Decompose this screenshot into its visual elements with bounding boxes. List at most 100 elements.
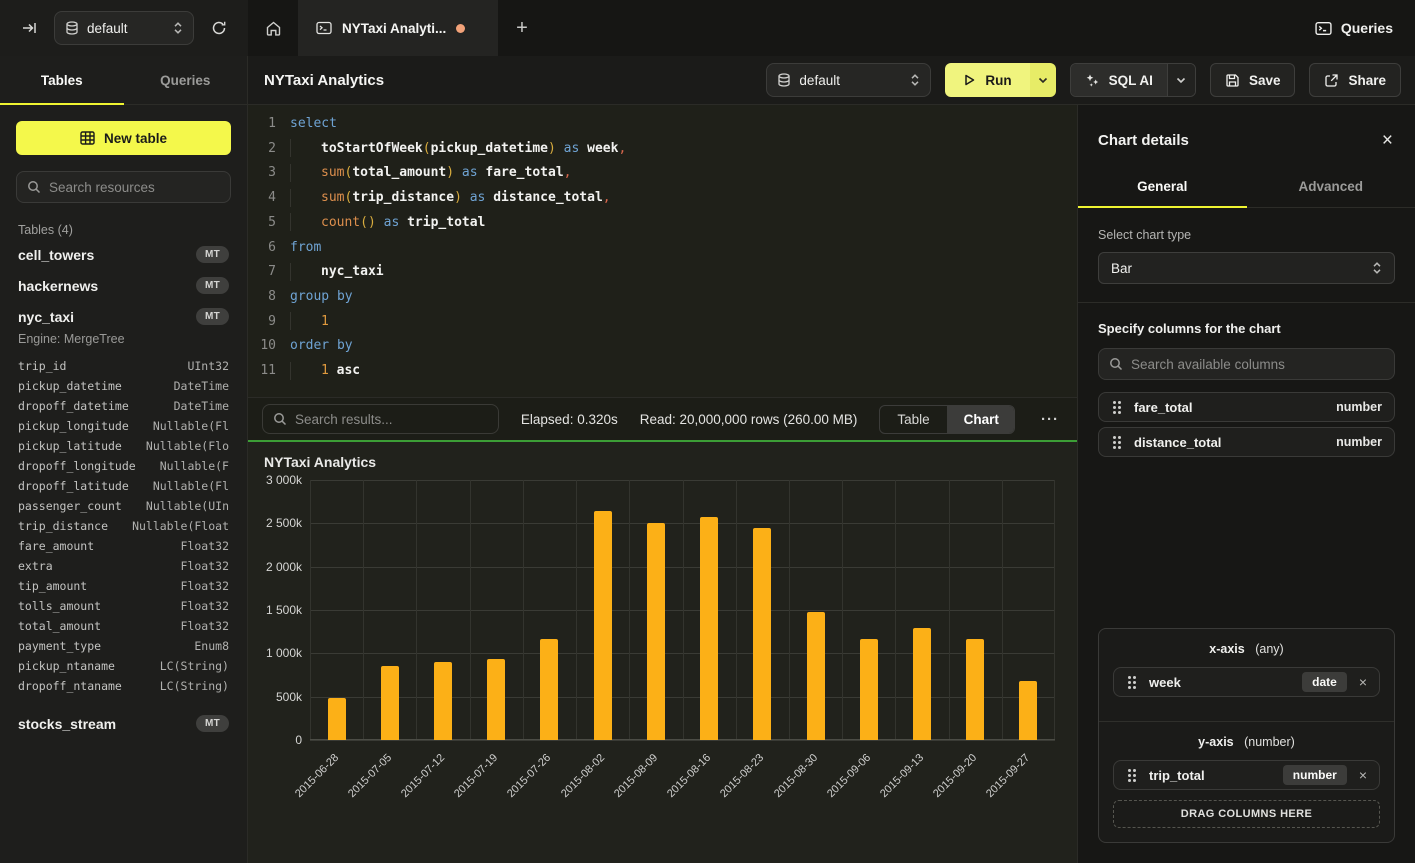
available-column-fare-total[interactable]: fare_total number (1098, 392, 1395, 422)
table-column-row[interactable]: dropoff_longitudeNullable(F (18, 456, 229, 476)
drag-handle-icon[interactable] (1113, 436, 1116, 439)
sidebar-tab-tables[interactable]: Tables (0, 56, 124, 104)
home-button[interactable] (248, 0, 298, 56)
chart-bar[interactable] (913, 628, 931, 740)
gridline-vertical (949, 480, 950, 740)
column-name: trip_id (18, 356, 66, 376)
line-number: 1 (248, 112, 276, 137)
table-column-row[interactable]: trip_distanceNullable(Float (18, 516, 229, 536)
drag-handle-icon[interactable] (1128, 676, 1131, 679)
column-type: Nullable(Flo (146, 436, 229, 456)
table-column-row[interactable]: tolls_amountFloat32 (18, 596, 229, 616)
tab-nytaxi-analytics[interactable]: NYTaxi Analyti... (298, 0, 498, 56)
x-axis-chip-week[interactable]: week date × (1113, 667, 1380, 697)
table-column-row[interactable]: pickup_longitudeNullable(Fl (18, 416, 229, 436)
x-axis-tick-label: 2015-09-13 (878, 752, 926, 800)
columns-search[interactable] (1098, 348, 1395, 380)
table-row-stocks-stream[interactable]: stocks_stream MT (16, 708, 231, 739)
drag-handle-icon[interactable] (1128, 769, 1131, 772)
gridline-vertical (1054, 480, 1055, 740)
sql-ai-options-button[interactable] (1167, 64, 1195, 96)
chart-bar[interactable] (700, 517, 718, 740)
table-column-row[interactable]: pickup_ntanameLC(String) (18, 656, 229, 676)
table-column-row[interactable]: dropoff_datetimeDateTime (18, 396, 229, 416)
column-type: Float32 (181, 576, 229, 596)
line-number: 7 (248, 260, 276, 285)
table-column-row[interactable]: dropoff_ntanameLC(String) (18, 676, 229, 696)
chart-type-select[interactable]: Bar (1098, 252, 1395, 284)
view-toggle-chart[interactable]: Chart (947, 406, 1015, 433)
code-line: 6from (248, 236, 1077, 261)
x-axis-tick-label: 2015-07-26 (505, 752, 553, 800)
table-column-row[interactable]: pickup_latitudeNullable(Flo (18, 436, 229, 456)
resources-search[interactable] (16, 171, 231, 203)
column-name: dropoff_datetime (18, 396, 129, 416)
table-column-row[interactable]: trip_id UInt32 (18, 356, 229, 376)
run-options-button[interactable] (1030, 63, 1056, 97)
chart-bar[interactable] (381, 666, 399, 740)
table-row-hackernews[interactable]: hackernews MT (16, 270, 231, 301)
chart-bar[interactable] (487, 659, 505, 740)
panel-tab-general[interactable]: General (1078, 168, 1247, 207)
refresh-icon[interactable] (204, 13, 234, 43)
chart-bar[interactable] (1019, 681, 1037, 740)
chart-bar[interactable] (594, 511, 612, 740)
results-search[interactable] (262, 404, 499, 434)
chart-bar[interactable] (966, 639, 984, 740)
table-row-cell-towers[interactable]: cell_towers MT (16, 239, 231, 270)
table-column-row[interactable]: pickup_datetimeDateTime (18, 376, 229, 396)
chart-bar[interactable] (540, 639, 558, 740)
x-axis-tick-label: 2015-08-09 (612, 752, 660, 800)
share-button[interactable]: Share (1309, 63, 1401, 97)
column-type: UInt32 (187, 356, 229, 376)
toolbar-database-selector[interactable]: default (766, 63, 931, 97)
x-axis-tick-label: 2015-08-02 (559, 752, 607, 800)
x-axis-tick-label: 2015-09-20 (931, 752, 979, 800)
chart-bar[interactable] (647, 523, 665, 740)
results-search-input[interactable] (295, 412, 488, 427)
code-line: 1select (248, 112, 1077, 137)
available-column-distance-total[interactable]: distance_total number (1098, 427, 1395, 457)
table-column-row[interactable]: dropoff_latitudeNullable(Fl (18, 476, 229, 496)
sql-ai-button[interactable]: SQL AI (1071, 64, 1167, 96)
drag-columns-dropzone[interactable]: DRAG COLUMNS HERE (1113, 800, 1380, 828)
more-options-button[interactable]: ··· (1037, 411, 1063, 428)
panel-tab-advanced[interactable]: Advanced (1247, 168, 1415, 207)
sidebar-tab-queries[interactable]: Queries (124, 56, 248, 104)
column-chip-name: fare_total (1134, 400, 1324, 415)
run-button[interactable]: Run (945, 63, 1029, 97)
table-row-nyc-taxi[interactable]: nyc_taxi MT (16, 301, 231, 332)
query-header: NYTaxi Analytics default (248, 56, 1415, 105)
resources-search-input[interactable] (49, 180, 220, 195)
table-column-row[interactable]: payment_typeEnum8 (18, 636, 229, 656)
remove-icon[interactable]: × (1359, 767, 1367, 783)
view-toggle-table[interactable]: Table (880, 406, 946, 433)
drag-handle-icon[interactable] (1113, 401, 1116, 404)
column-type: Nullable(Float (132, 516, 229, 536)
table-column-row[interactable]: passenger_countNullable(UIn (18, 496, 229, 516)
new-table-button[interactable]: New table (16, 121, 231, 155)
table-column-row[interactable]: tip_amountFloat32 (18, 576, 229, 596)
table-column-row[interactable]: extraFloat32 (18, 556, 229, 576)
chart-bar[interactable] (434, 662, 452, 740)
chart-bar[interactable] (807, 612, 825, 740)
remove-icon[interactable]: × (1359, 674, 1367, 690)
chart-bar[interactable] (328, 698, 346, 740)
table-column-row[interactable]: total_amountFloat32 (18, 616, 229, 636)
page-title: NYTaxi Analytics (264, 72, 384, 89)
new-tab-button[interactable]: + (498, 0, 546, 56)
close-icon[interactable]: × (1382, 131, 1393, 150)
database-selector[interactable]: default (54, 11, 194, 45)
column-name: passenger_count (18, 496, 122, 516)
queries-button[interactable]: Queries (1315, 20, 1393, 36)
chart-bar[interactable] (753, 528, 771, 740)
sql-ai-button-group: SQL AI (1070, 63, 1196, 97)
columns-search-input[interactable] (1131, 357, 1384, 372)
sql-editor[interactable]: 1select2toStartOfWeek(pickup_datetime) a… (248, 105, 1077, 397)
save-button[interactable]: Save (1210, 63, 1296, 97)
collapse-sidebar-icon[interactable] (14, 13, 44, 43)
y-axis-chip-trip-total[interactable]: trip_total number × (1113, 760, 1380, 790)
chart-bar[interactable] (860, 639, 878, 740)
table-column-row[interactable]: fare_amountFloat32 (18, 536, 229, 556)
sparkles-icon (1085, 73, 1100, 88)
